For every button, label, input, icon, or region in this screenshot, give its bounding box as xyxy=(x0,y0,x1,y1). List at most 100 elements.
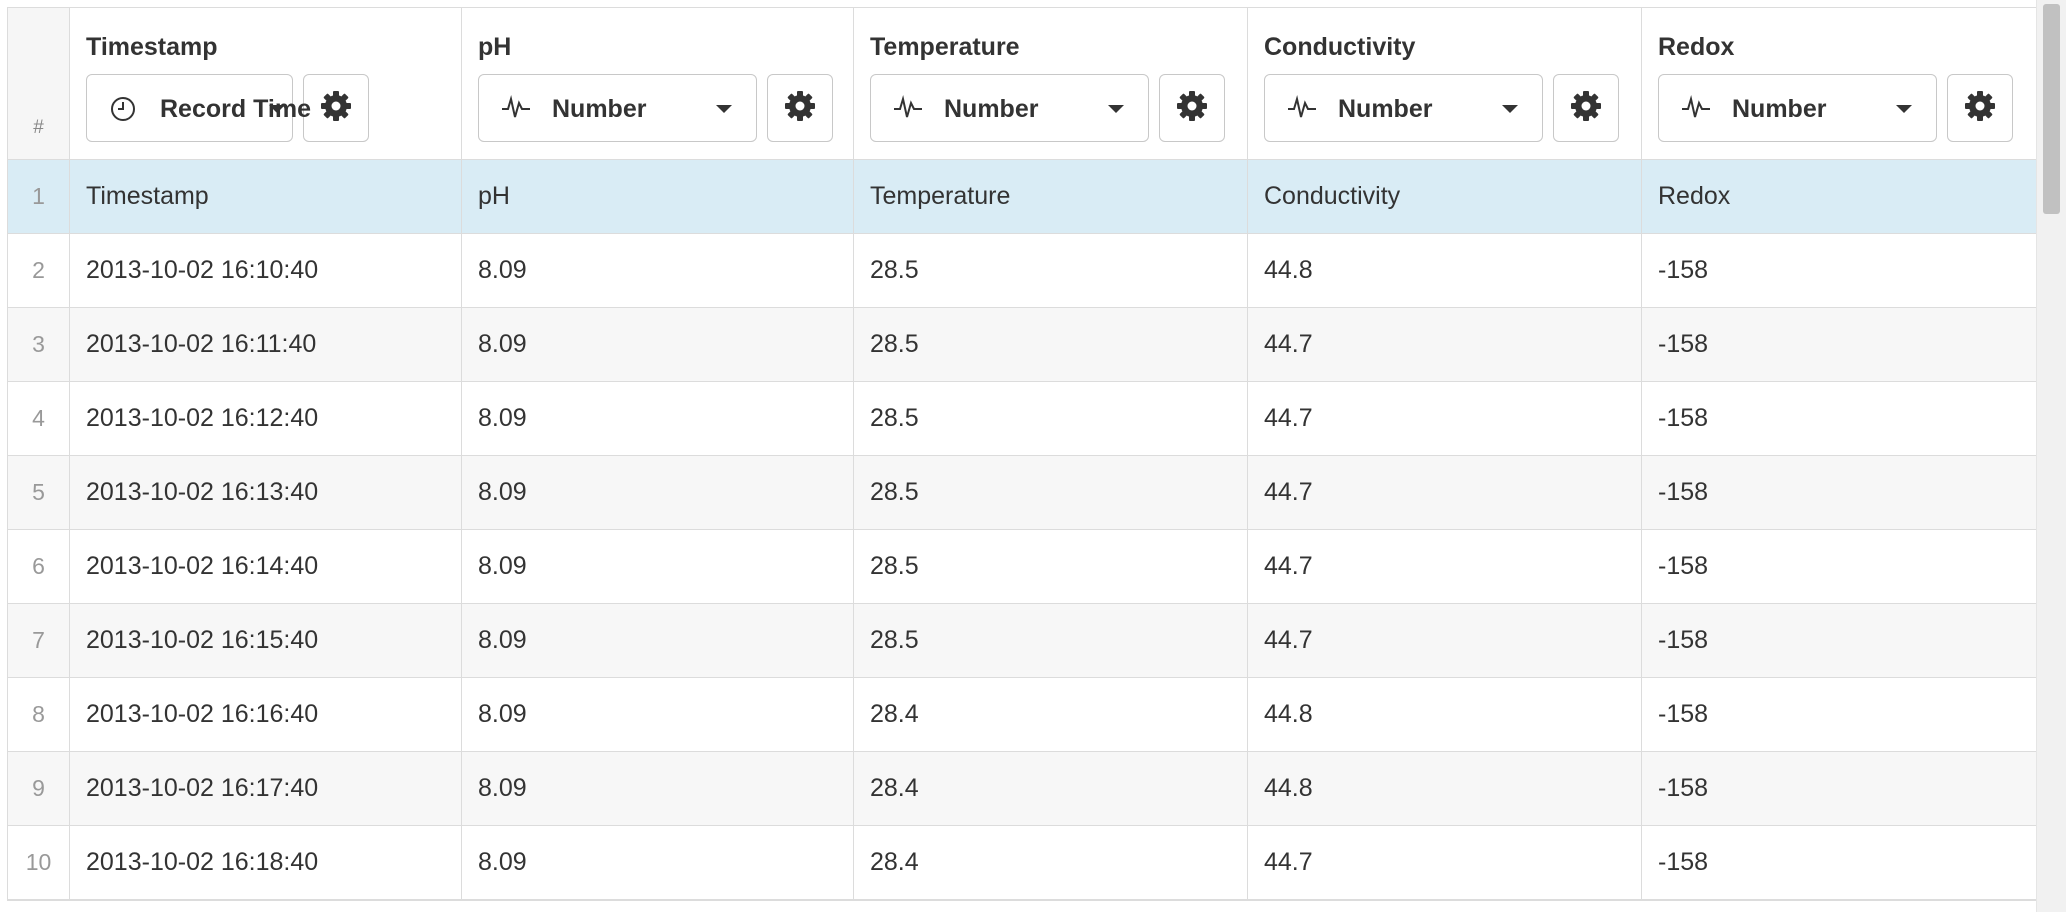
table-cell[interactable]: 28.4 xyxy=(853,677,1248,752)
column-settings-button[interactable] xyxy=(1947,74,2013,142)
table-cell[interactable]: 2013-10-02 16:15:40 xyxy=(69,603,462,678)
column-title: pH xyxy=(478,33,512,61)
table-cell[interactable]: 44.7 xyxy=(1247,307,1642,382)
table-cell[interactable]: 44.7 xyxy=(1247,381,1642,456)
column-settings-button[interactable] xyxy=(1553,74,1619,142)
table-cell[interactable]: 2013-10-02 16:13:40 xyxy=(69,455,462,530)
column-type-label: Number xyxy=(552,95,647,123)
column-settings-button[interactable] xyxy=(1159,74,1225,142)
table-cell[interactable]: 44.7 xyxy=(1247,603,1642,678)
table-cell[interactable]: -158 xyxy=(1641,677,2037,752)
table-cell[interactable]: 44.8 xyxy=(1247,751,1642,826)
table-bottom-edge xyxy=(7,900,2036,913)
table-cell[interactable]: 2013-10-02 16:10:40 xyxy=(69,233,462,308)
table-cell[interactable]: 8.09 xyxy=(461,677,854,752)
table-cell[interactable]: 8.09 xyxy=(461,455,854,530)
pulse-icon xyxy=(1287,95,1317,128)
scrollbar-thumb[interactable] xyxy=(2043,4,2060,214)
table-row[interactable]: 4 2013-10-02 16:12:40 8.09 28.5 44.7 -158 xyxy=(7,381,2037,456)
column-type-select[interactable]: Record Time xyxy=(86,74,311,142)
table-cell[interactable]: 8.09 xyxy=(461,751,854,826)
table-row[interactable]: 2 2013-10-02 16:10:40 8.09 28.5 44.8 -158 xyxy=(7,233,2037,308)
table-cell[interactable]: 28.5 xyxy=(853,233,1248,308)
column-settings-button[interactable] xyxy=(767,74,833,142)
table-cell[interactable]: 2013-10-02 16:17:40 xyxy=(69,751,462,826)
table-cell[interactable]: 8.09 xyxy=(461,233,854,308)
table-cell[interactable]: Conductivity xyxy=(1247,159,1642,234)
pulse-icon xyxy=(501,95,531,128)
row-number: 7 xyxy=(7,603,70,678)
table-cell[interactable]: 28.4 xyxy=(853,751,1248,826)
table-cell[interactable]: -158 xyxy=(1641,307,2037,382)
column-header-ph: pH Number xyxy=(461,7,854,160)
table-cell[interactable]: -158 xyxy=(1641,455,2037,530)
column-header-timestamp: Timestamp Record Time xyxy=(69,7,462,160)
table-cell[interactable]: 2013-10-02 16:12:40 xyxy=(69,381,462,456)
table-cell[interactable]: 44.7 xyxy=(1247,529,1642,604)
table-cell[interactable]: 8.09 xyxy=(461,381,854,456)
row-number: 8 xyxy=(7,677,70,752)
table-cell[interactable]: 28.4 xyxy=(853,825,1248,900)
table-cell[interactable]: 2013-10-02 16:18:40 xyxy=(69,825,462,900)
pulse-icon xyxy=(1681,95,1711,128)
clock-icon xyxy=(109,95,137,130)
table-cell[interactable]: -158 xyxy=(1641,751,2037,826)
table-cell[interactable]: 2013-10-02 16:11:40 xyxy=(69,307,462,382)
table-cell[interactable]: Timestamp xyxy=(69,159,462,234)
column-type-select[interactable]: Number xyxy=(1658,74,1937,142)
chevron-down-icon xyxy=(1896,105,1912,113)
table-cell[interactable]: -158 xyxy=(1641,603,2037,678)
table-cell[interactable]: -158 xyxy=(1641,233,2037,308)
gear-icon xyxy=(1963,89,1997,128)
table-row[interactable]: 7 2013-10-02 16:15:40 8.09 28.5 44.7 -158 xyxy=(7,603,2037,678)
row-number: 1 xyxy=(7,159,70,234)
vertical-scrollbar[interactable] xyxy=(2036,0,2066,912)
table-row[interactable]: 3 2013-10-02 16:11:40 8.09 28.5 44.7 -158 xyxy=(7,307,2037,382)
pulse-icon xyxy=(893,95,923,128)
table-cell[interactable]: 28.5 xyxy=(853,381,1248,456)
column-title: Timestamp xyxy=(86,33,218,61)
table-row[interactable]: 5 2013-10-02 16:13:40 8.09 28.5 44.7 -158 xyxy=(7,455,2037,530)
column-type-label: Number xyxy=(1732,95,1827,123)
table-cell[interactable]: 8.09 xyxy=(461,603,854,678)
row-number: 3 xyxy=(7,307,70,382)
table-cell[interactable]: 2013-10-02 16:14:40 xyxy=(69,529,462,604)
table-cell[interactable]: 44.8 xyxy=(1247,233,1642,308)
row-number: 6 xyxy=(7,529,70,604)
chevron-down-icon xyxy=(269,105,285,113)
row-number: 4 xyxy=(7,381,70,456)
table-cell[interactable]: 28.5 xyxy=(853,529,1248,604)
table-row-highlighted[interactable]: 1 Timestamp pH Temperature Conductivity Redox xyxy=(7,159,2037,234)
table-cell[interactable]: 28.5 xyxy=(853,307,1248,382)
table-cell[interactable]: Temperature xyxy=(853,159,1248,234)
column-settings-button[interactable] xyxy=(303,74,369,142)
table-cell[interactable]: 28.5 xyxy=(853,455,1248,530)
gear-icon xyxy=(783,89,817,128)
column-type-select[interactable]: Number xyxy=(478,74,757,142)
table-cell[interactable]: 8.09 xyxy=(461,529,854,604)
table-cell[interactable]: 44.7 xyxy=(1247,825,1642,900)
table-cell[interactable]: Redox xyxy=(1641,159,2037,234)
column-type-select[interactable]: Number xyxy=(870,74,1149,142)
column-type-select[interactable]: Number xyxy=(1264,74,1543,142)
table-cell[interactable]: -158 xyxy=(1641,529,2037,604)
table-cell[interactable]: pH xyxy=(461,159,854,234)
table-cell[interactable]: 44.7 xyxy=(1247,455,1642,530)
table-row[interactable]: 10 2013-10-02 16:18:40 8.09 28.4 44.7 -158 xyxy=(7,825,2037,900)
table-cell[interactable]: 44.8 xyxy=(1247,677,1642,752)
row-number: 10 xyxy=(7,825,70,900)
table-body: 1 Timestamp pH Temperature Conductivity Redox… xyxy=(7,159,2037,900)
table-row[interactable]: 8 2013-10-02 16:16:40 8.09 28.4 44.8 -158 xyxy=(7,677,2037,752)
table-cell[interactable]: -158 xyxy=(1641,381,2037,456)
table-cell[interactable]: 8.09 xyxy=(461,825,854,900)
table-row[interactable]: 9 2013-10-02 16:17:40 8.09 28.4 44.8 -158 xyxy=(7,751,2037,826)
table-cell[interactable]: 8.09 xyxy=(461,307,854,382)
table-cell[interactable]: 2013-10-02 16:16:40 xyxy=(69,677,462,752)
table-cell[interactable]: 28.5 xyxy=(853,603,1248,678)
data-grid: # Timestamp Record Time xyxy=(7,7,2037,900)
table-row[interactable]: 6 2013-10-02 16:14:40 8.09 28.5 44.7 -158 xyxy=(7,529,2037,604)
table-cell[interactable]: -158 xyxy=(1641,825,2037,900)
column-type-label: Number xyxy=(944,95,1039,123)
gear-icon xyxy=(319,89,353,128)
column-header-redox: Redox Number xyxy=(1641,7,2037,160)
